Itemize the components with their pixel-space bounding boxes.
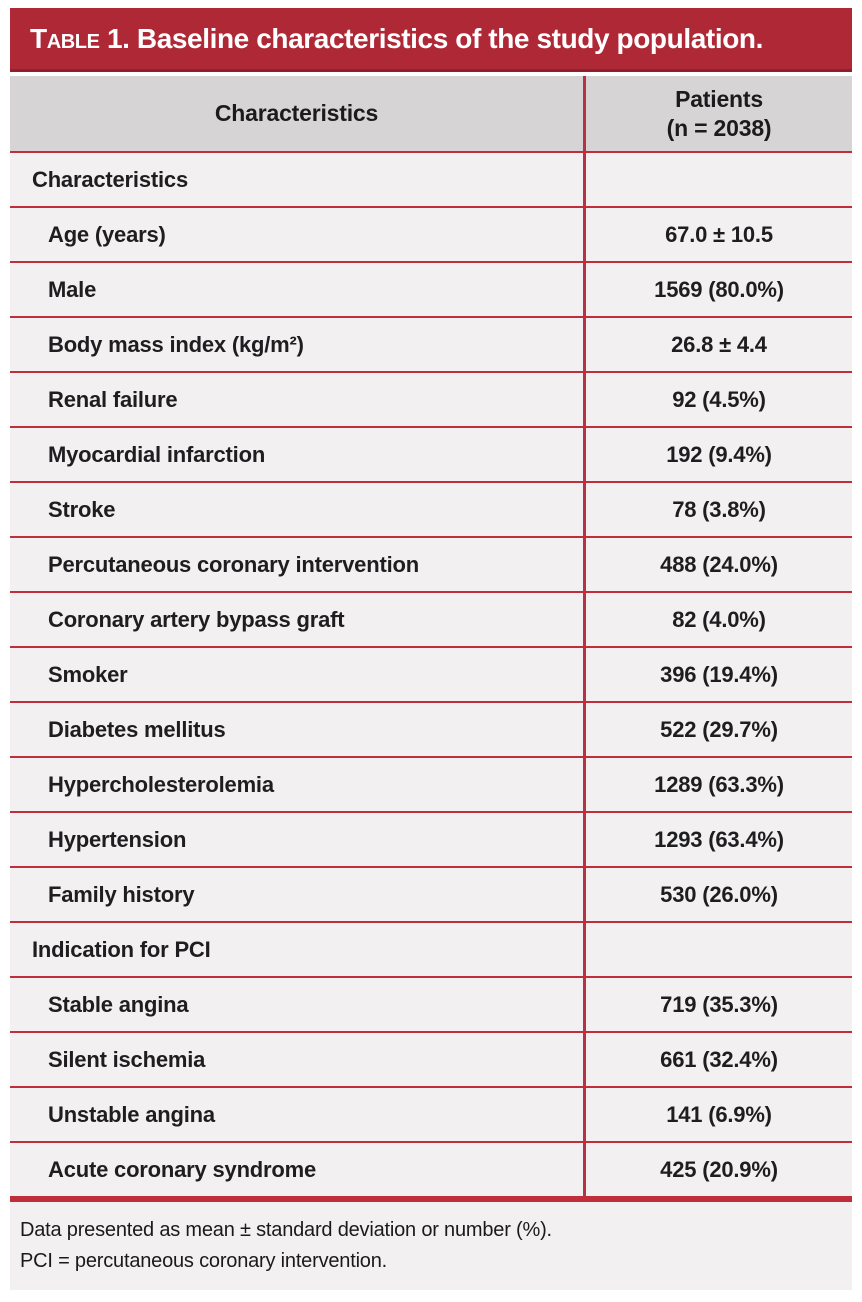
row-value: 26.8 ± 4.4 — [583, 318, 852, 371]
row-value: 67.0 ± 10.5 — [583, 208, 852, 261]
row-value: 78 (3.8%) — [583, 483, 852, 536]
row-value: 1289 (63.3%) — [583, 758, 852, 811]
footnote-block: Data presented as mean ± standard deviat… — [10, 1202, 852, 1290]
row-label: Stroke — [48, 496, 116, 522]
row-label: Smoker — [48, 661, 128, 687]
row-value: 661 (32.4%) — [583, 1033, 852, 1086]
row-label: Silent ischemia — [48, 1046, 206, 1072]
row-value: 192 (9.4%) — [583, 428, 852, 481]
row-label: Unstable angina — [48, 1101, 215, 1127]
row-label: Stable angina — [48, 991, 189, 1017]
row-value: 396 (19.4%) — [583, 648, 852, 701]
table-title-banner: Table 1. Baseline characteristics of the… — [10, 8, 852, 72]
row-diabetes-mellitus: Diabetes mellitus 522 (29.7%) — [10, 701, 852, 756]
row-value: 92 (4.5%) — [583, 373, 852, 426]
column-header-patients-line1: Patients — [675, 85, 763, 112]
row-value: 82 (4.0%) — [583, 593, 852, 646]
row-renal-failure: Renal failure 92 (4.5%) — [10, 371, 852, 426]
row-value: 530 (26.0%) — [583, 868, 852, 921]
footnote-data-presented: Data presented as mean ± standard deviat… — [20, 1219, 552, 1241]
row-label: Hypercholesterolemia — [48, 771, 274, 797]
row-value: 488 (24.0%) — [583, 538, 852, 591]
row-label: Acute coronary syndrome — [48, 1156, 317, 1182]
row-hypercholesterolemia: Hypercholesterolemia 1289 (63.3%) — [10, 756, 852, 811]
column-header-patients-line2: (n = 2038) — [666, 114, 772, 141]
row-label: Characteristics — [32, 166, 188, 192]
row-stroke: Stroke 78 (3.8%) — [10, 481, 852, 536]
column-header-row: Characteristics Patients (n = 2038) — [10, 76, 852, 151]
row-value: 425 (20.9%) — [583, 1143, 852, 1196]
row-value: 141 (6.9%) — [583, 1088, 852, 1141]
row-unstable-angina: Unstable angina 141 (6.9%) — [10, 1086, 852, 1141]
row-percutaneous-coronary-intervention: Percutaneous coronary intervention 488 (… — [10, 536, 852, 591]
row-label: Myocardial infarction — [48, 441, 266, 467]
row-hypertension: Hypertension 1293 (63.4%) — [10, 811, 852, 866]
row-section-characteristics: Characteristics — [10, 151, 852, 206]
row-label: Diabetes mellitus — [48, 716, 226, 742]
row-label: Percutaneous coronary intervention — [48, 551, 419, 577]
row-silent-ischemia: Silent ischemia 661 (32.4%) — [10, 1031, 852, 1086]
table-bottom-rule — [10, 1196, 852, 1202]
row-myocardial-infarction: Myocardial infarction 192 (9.4%) — [10, 426, 852, 481]
row-label: Coronary artery bypass graft — [48, 606, 345, 632]
row-value — [583, 923, 852, 976]
row-label: Renal failure — [48, 386, 178, 412]
table-title-rest: 1. Baseline characteristics of the study… — [99, 22, 763, 54]
row-value: 1569 (80.0%) — [583, 263, 852, 316]
row-body-mass-index: Body mass index (kg/m²) 26.8 ± 4.4 — [10, 316, 852, 371]
column-header-characteristics: Characteristics — [214, 100, 379, 126]
row-age-years: Age (years) 67.0 ± 10.5 — [10, 206, 852, 261]
row-coronary-artery-bypass-graft: Coronary artery bypass graft 82 (4.0%) — [10, 591, 852, 646]
column-header-patients: Patients (n = 2038) — [583, 76, 852, 151]
row-male: Male 1569 (80.0%) — [10, 261, 852, 316]
row-stable-angina: Stable angina 719 (35.3%) — [10, 976, 852, 1031]
row-smoker: Smoker 396 (19.4%) — [10, 646, 852, 701]
row-value — [583, 153, 852, 206]
row-label: Hypertension — [48, 826, 187, 852]
table-title: Table 1. Baseline characteristics of the… — [30, 23, 763, 55]
row-section-indication-for-pci: Indication for PCI — [10, 921, 852, 976]
baseline-characteristics-table: Table 1. Baseline characteristics of the… — [10, 8, 852, 1290]
row-label: Indication for PCI — [32, 936, 211, 962]
row-label: Age (years) — [48, 221, 166, 247]
row-label: Body mass index (kg/m²) — [48, 331, 304, 357]
footnote-pci-abbreviation: PCI = percutaneous coronary intervention… — [20, 1250, 388, 1272]
row-value: 1293 (63.4%) — [583, 813, 852, 866]
row-family-history: Family history 530 (26.0%) — [10, 866, 852, 921]
row-acute-coronary-syndrome: Acute coronary syndrome 425 (20.9%) — [10, 1141, 852, 1196]
row-value: 719 (35.3%) — [583, 978, 852, 1031]
row-label: Male — [48, 276, 97, 302]
table-title-prefix: Table — [30, 22, 100, 54]
row-label: Family history — [48, 881, 195, 907]
row-value: 522 (29.7%) — [583, 703, 852, 756]
